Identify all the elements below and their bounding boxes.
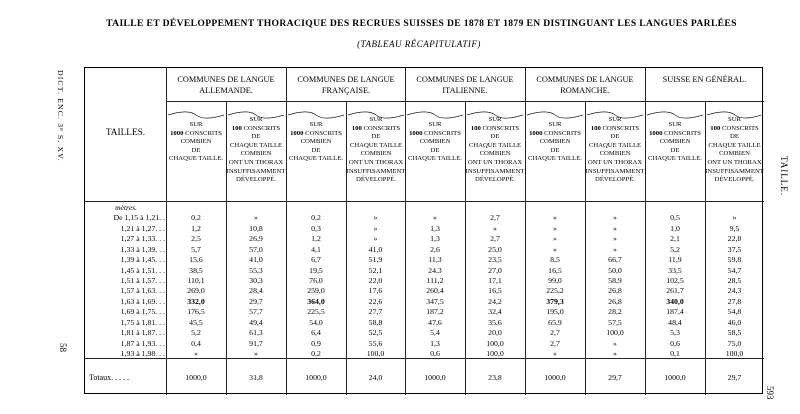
svg-text:593: 593 (765, 386, 775, 400)
svg-text:DICT. ENC. 3e S. XV.: DICT. ENC. 3e S. XV. (56, 70, 65, 162)
svg-text:58: 58 (58, 343, 68, 353)
svg-text:TAILLE.: TAILLE. (779, 156, 789, 196)
